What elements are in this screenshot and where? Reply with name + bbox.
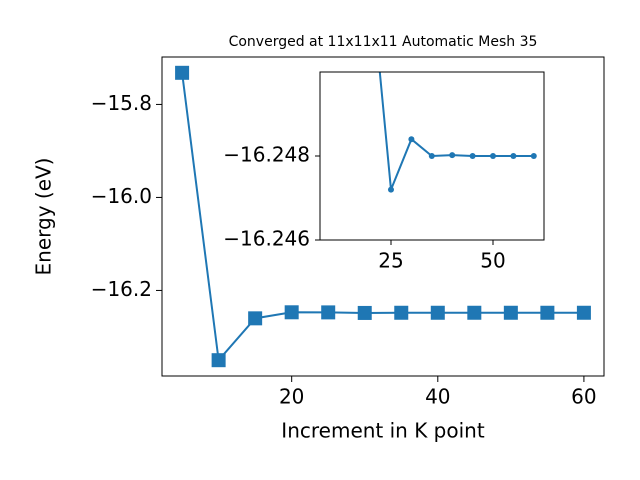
marker: [394, 305, 409, 320]
x-tick-label: 25: [378, 249, 403, 273]
x-tick-label: 20: [279, 385, 304, 409]
y-tick-label: −16.248: [223, 143, 310, 167]
marker: [430, 305, 445, 320]
marker: [449, 152, 456, 159]
x-axis-label: Increment in K point: [281, 419, 485, 443]
x-tick-label: 50: [480, 249, 505, 273]
marker: [321, 305, 336, 320]
marker: [576, 305, 591, 320]
marker: [503, 305, 518, 320]
marker: [387, 186, 394, 193]
marker: [408, 136, 415, 143]
y-tick-label: −16.0: [91, 184, 152, 208]
marker: [175, 65, 190, 80]
marker: [248, 311, 263, 326]
y-tick-label: −15.8: [91, 91, 152, 115]
x-tick-label: 60: [571, 385, 596, 409]
marker: [284, 305, 299, 320]
marker: [357, 305, 372, 320]
plot-clip: [378, 72, 537, 193]
y-tick-label: −16.2: [91, 277, 152, 301]
plot-frame: [319, 71, 545, 241]
plot-frame: [161, 56, 605, 377]
marker: [540, 305, 555, 320]
y-tick-label: −16.246: [223, 227, 310, 251]
marker: [489, 153, 496, 159]
marker: [510, 153, 517, 159]
y-axis-label: Energy (eV): [32, 158, 56, 276]
marker: [211, 353, 226, 368]
plot-clip: [175, 65, 591, 368]
chart-title: Converged at 11x11x11 Automatic Mesh 35: [229, 34, 538, 50]
marker: [530, 153, 537, 159]
marker: [467, 305, 482, 320]
marker: [428, 153, 435, 159]
marker: [469, 153, 476, 159]
x-tick-label: 40: [425, 385, 450, 409]
